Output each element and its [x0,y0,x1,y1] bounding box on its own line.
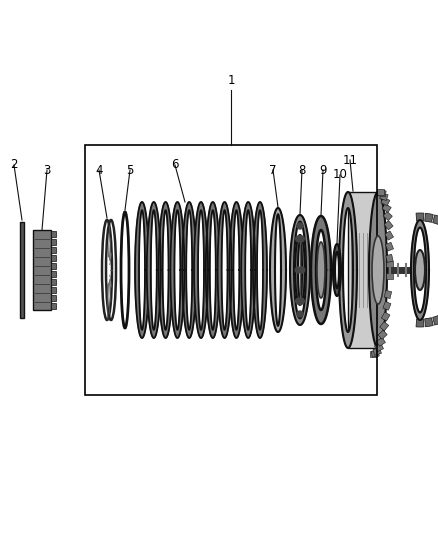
Wedge shape [425,213,433,222]
Polygon shape [194,202,208,338]
Circle shape [299,267,305,273]
Bar [85,145,377,395]
Ellipse shape [369,192,387,348]
Circle shape [297,223,303,229]
Polygon shape [147,202,161,338]
Polygon shape [295,235,305,305]
Wedge shape [416,319,424,327]
Text: 8: 8 [298,164,306,176]
Circle shape [295,267,301,273]
Circle shape [296,236,302,242]
Polygon shape [159,202,173,338]
Bar [383,302,391,310]
Bar [348,192,378,348]
Bar [381,312,390,321]
Polygon shape [311,216,331,324]
Bar [33,230,51,310]
Bar [380,321,389,331]
Text: 2: 2 [10,158,18,172]
Bar [51,303,56,309]
Ellipse shape [415,250,425,290]
Bar [51,247,56,253]
Polygon shape [182,202,196,338]
Polygon shape [411,220,429,320]
Circle shape [297,311,303,317]
Text: 6: 6 [171,158,179,172]
Polygon shape [230,202,244,338]
Bar [51,239,56,245]
Bar [381,197,390,206]
Bar [20,222,24,318]
Bar [51,279,56,285]
Text: 3: 3 [43,164,51,176]
Wedge shape [425,318,433,327]
Polygon shape [339,192,357,348]
Polygon shape [170,202,184,338]
Bar [385,243,393,251]
Bar [382,204,391,213]
Bar [383,212,392,221]
Polygon shape [270,208,286,332]
Wedge shape [433,215,438,225]
Text: 10: 10 [332,168,347,182]
Polygon shape [206,202,220,338]
Bar [386,261,393,267]
Circle shape [298,298,304,304]
Bar [374,343,384,352]
Bar [384,221,393,230]
Text: 1: 1 [227,74,235,86]
Wedge shape [416,213,424,221]
Bar [385,231,393,240]
Bar [371,350,379,357]
Ellipse shape [372,236,384,304]
Ellipse shape [317,242,325,298]
Bar [51,231,56,237]
Bar [380,193,388,200]
Bar [51,263,56,269]
Bar [377,189,384,195]
Bar [51,287,56,293]
Circle shape [298,236,304,242]
Bar [373,348,381,356]
Circle shape [296,298,302,304]
Text: 7: 7 [269,164,277,176]
Polygon shape [135,202,149,338]
Polygon shape [290,215,310,325]
Text: 5: 5 [126,164,134,176]
Wedge shape [433,315,438,325]
Bar [386,254,393,262]
Bar [384,290,392,298]
Bar [378,330,387,340]
Bar [370,351,377,357]
Polygon shape [333,244,341,296]
Polygon shape [218,202,232,338]
Bar [51,295,56,301]
Text: 11: 11 [343,154,357,166]
Bar [51,255,56,261]
Polygon shape [253,202,267,338]
Bar [386,273,393,279]
Bar [51,271,56,277]
Text: 9: 9 [319,164,327,176]
Bar [376,337,385,346]
Bar [378,190,386,197]
Polygon shape [241,202,255,338]
Text: 4: 4 [95,164,103,176]
